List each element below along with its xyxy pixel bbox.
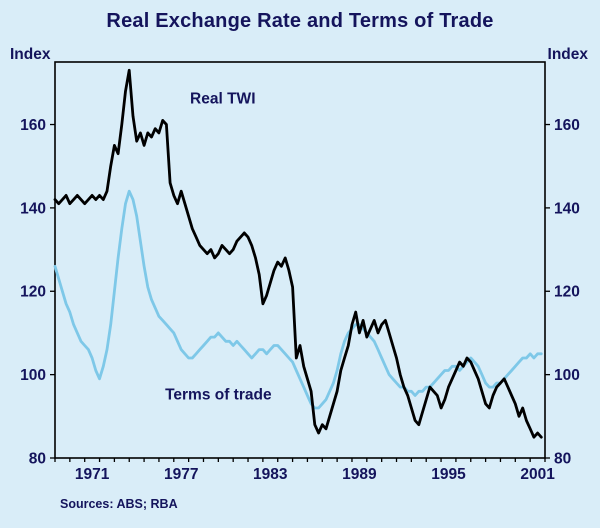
x-axis-tick-label: 1983	[253, 466, 288, 483]
y-axis-tick-label-right: 120	[554, 284, 580, 301]
y-axis-tick-label-left: 160	[20, 117, 46, 134]
series-line-terms-of-trade	[53, 189, 543, 410]
chart-title: Real Exchange Rate and Terms of Trade	[106, 10, 494, 32]
y-axis-tick-label-left: 100	[20, 367, 46, 384]
y-axis-tick-label-right: 160	[554, 117, 580, 134]
x-axis-tick-label: 1995	[431, 466, 466, 483]
series-label-terms-of-trade: Terms of trade	[165, 387, 272, 404]
y-axis-tick-label-left: 80	[29, 450, 46, 467]
x-axis-tick-label: 2001	[520, 466, 555, 483]
y-axis-label-right: Index	[547, 46, 588, 63]
y-axis-label-left: Index	[10, 46, 51, 63]
y-axis-tick-label-right: 80	[554, 450, 571, 467]
y-axis-tick-label-left: 140	[20, 200, 46, 217]
series-line-real-twi	[53, 68, 543, 439]
x-axis-tick-label: 1971	[75, 466, 110, 483]
plot-frame	[54, 61, 546, 459]
y-axis-tick-label-right: 140	[554, 200, 580, 217]
x-axis-tick-label: 1977	[164, 466, 198, 483]
series-label-real-twi: Real TWI	[190, 91, 255, 108]
x-axis-tick-label: 1989	[342, 466, 377, 483]
source-note: Sources: ABS; RBA	[60, 497, 178, 511]
y-axis-tick-label-right: 100	[554, 367, 580, 384]
y-axis-tick-label-left: 120	[20, 284, 46, 301]
